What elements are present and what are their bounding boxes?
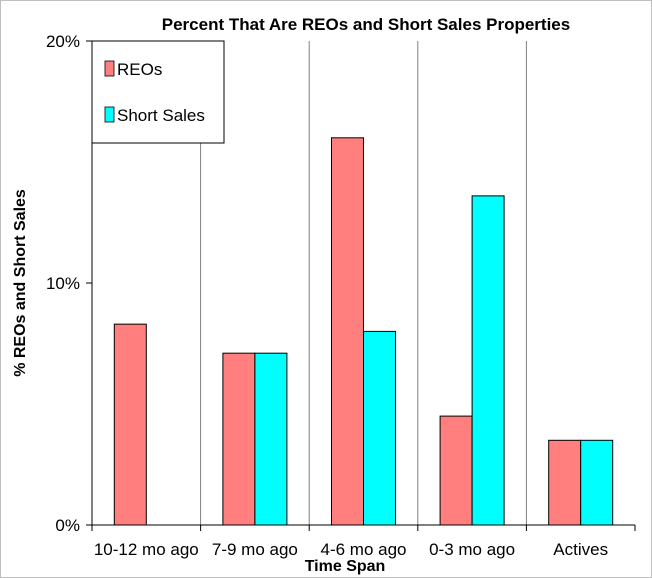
bar-short-sales	[254, 352, 288, 526]
legend: REOs Short Sales	[91, 40, 225, 144]
bar-short-sales	[471, 195, 505, 526]
bar-reos	[331, 137, 364, 526]
x-tick-label: 4-6 mo ago	[321, 540, 407, 559]
y-tick-label: 0%	[55, 516, 80, 535]
legend-label-reos: REOs	[117, 60, 162, 79]
x-tick-label: 0-3 mo ago	[429, 540, 515, 559]
plot-area: 0% 10% 20% 10-12 mo ago 7-9 mo ago 4-6 mo ago…	[46, 32, 636, 559]
legend-label-short-sales: Short Sales	[117, 106, 205, 125]
legend-box	[91, 40, 225, 144]
x-tick-label: Actives	[553, 540, 608, 559]
legend-swatch-reos	[104, 60, 115, 77]
bar-reos	[439, 415, 473, 526]
chart-title: Percent That Are REOs and Short Sales Pr…	[162, 15, 570, 34]
bar-short-sales	[580, 439, 614, 526]
bar-reos	[548, 439, 582, 526]
y-tick-label: 20%	[46, 32, 80, 51]
bar-short-sales	[363, 330, 396, 526]
bar-reos	[113, 323, 147, 526]
y-axis-title: % REOs and Short Sales	[12, 189, 29, 377]
legend-swatch-short-sales	[104, 106, 115, 123]
y-tick-label: 10%	[46, 274, 80, 293]
x-tick-label: 7-9 mo ago	[212, 540, 298, 559]
x-axis-title: Time Span	[305, 558, 386, 575]
bar-reos	[222, 352, 256, 526]
x-tick-label: 10-12 mo ago	[94, 540, 199, 559]
